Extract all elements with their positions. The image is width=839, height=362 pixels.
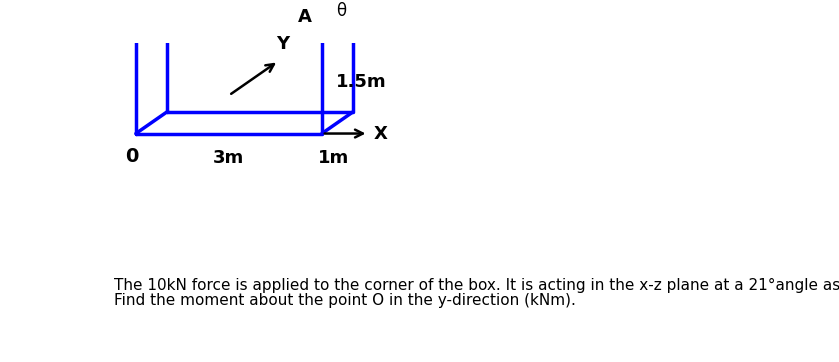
Text: 3m: 3m [213,149,244,167]
Text: θ: θ [336,1,346,20]
Text: X: X [374,125,388,143]
Text: Find the moment about the point O in the y-direction (kNm).: Find the moment about the point O in the… [114,293,576,308]
Text: 1m: 1m [318,149,349,167]
Text: 0: 0 [125,147,138,167]
Text: The 10kN force is applied to the corner of the box. It is acting in the x-z plan: The 10kN force is applied to the corner … [114,278,839,293]
Text: 1.5m: 1.5m [336,72,387,90]
Text: A: A [298,8,312,26]
Text: Y: Y [276,35,289,53]
